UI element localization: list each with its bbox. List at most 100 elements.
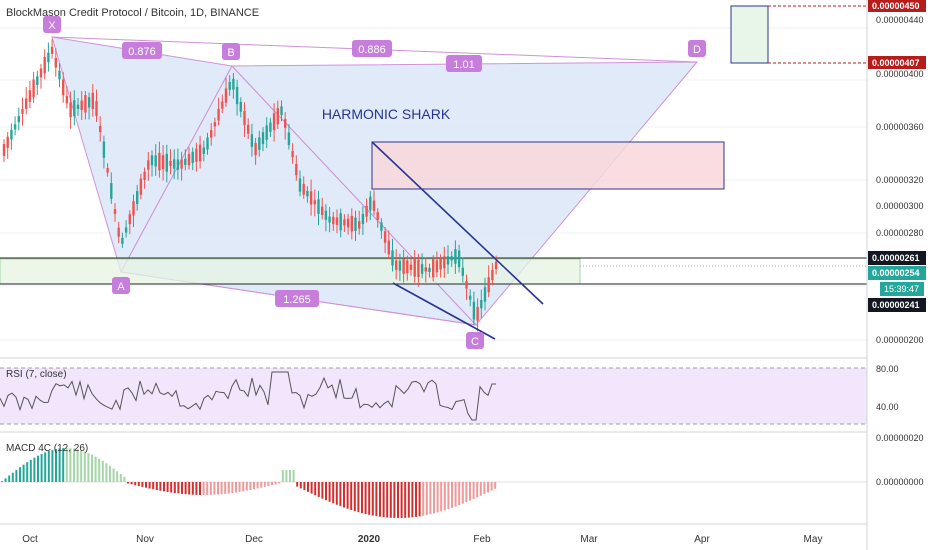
point-label-x: X xyxy=(43,16,61,33)
macd-bar xyxy=(73,448,75,482)
price-tick: 0.00000280 xyxy=(876,228,924,238)
svg-text:0.00000450: 0.00000450 xyxy=(872,1,920,11)
svg-text:15:39:47: 15:39:47 xyxy=(884,284,919,294)
resistance-tag: 0.00000261 xyxy=(868,251,926,265)
macd-bar xyxy=(436,482,439,513)
time-label: May xyxy=(804,534,823,545)
candle-body xyxy=(39,68,43,78)
candle-body xyxy=(239,101,242,112)
macd-bar xyxy=(278,482,281,484)
macd-bar xyxy=(127,482,129,484)
candle-body xyxy=(291,151,294,158)
candle-body xyxy=(117,227,120,237)
macd-bar xyxy=(177,482,180,494)
macd-bar xyxy=(343,482,345,508)
macd-bar xyxy=(332,482,335,504)
reversal-zone-box[interactable] xyxy=(371,141,725,190)
green-band xyxy=(0,258,581,285)
candle-body xyxy=(346,218,350,228)
macd-bar xyxy=(123,476,126,482)
candle-body xyxy=(158,152,161,171)
candle-body xyxy=(54,57,57,68)
descending-channel[interactable] xyxy=(371,141,544,340)
candle-body xyxy=(494,261,498,270)
point-label-a: A xyxy=(112,277,130,294)
candle-body xyxy=(65,96,69,104)
candle-body xyxy=(21,109,24,114)
macd-bar xyxy=(487,482,489,493)
candle-body xyxy=(261,132,265,145)
macd-bar xyxy=(80,450,83,482)
macd-tick: 0.00000020 xyxy=(876,433,924,443)
macd-bar xyxy=(94,456,97,482)
svg-text:A: A xyxy=(117,281,125,293)
candle-body xyxy=(228,82,231,90)
time-axis[interactable]: Oct Nov Dec 2020 Feb Mar Apr May xyxy=(22,534,822,545)
candle-body xyxy=(235,86,239,105)
macd-bar xyxy=(29,459,32,482)
macd-bar xyxy=(314,482,317,496)
macd-bar xyxy=(134,482,137,486)
macd-bar xyxy=(285,470,288,482)
macd-bar xyxy=(263,482,266,487)
candle-body xyxy=(313,200,316,205)
candle-body xyxy=(295,163,298,176)
candle-body xyxy=(391,250,394,266)
candle-body xyxy=(217,108,220,121)
ratio-label-xab: 0.876 xyxy=(122,42,162,59)
candle-body xyxy=(87,97,91,108)
time-label: Mar xyxy=(580,534,598,545)
macd-bar xyxy=(145,482,147,488)
candle-body xyxy=(161,155,165,170)
macd-bar xyxy=(130,482,133,485)
target-box[interactable] xyxy=(730,5,769,64)
macd-bar xyxy=(479,482,482,496)
svg-text:C: C xyxy=(471,336,479,348)
candle-body xyxy=(6,136,9,148)
macd-bar xyxy=(83,451,86,482)
macd-bar xyxy=(33,457,36,482)
candle-body xyxy=(339,213,342,231)
macd-bar xyxy=(155,482,158,491)
svg-text:D: D xyxy=(693,44,701,56)
macd-bar xyxy=(422,482,425,516)
candle-body xyxy=(73,100,76,117)
ratio-label-abc: 1.265 xyxy=(275,290,319,307)
candle-body xyxy=(25,98,28,109)
macd-bar xyxy=(159,482,162,491)
candle-body xyxy=(439,259,442,270)
candle-body xyxy=(309,191,313,205)
channel-upper-line xyxy=(371,141,544,305)
macd-bar xyxy=(490,482,493,491)
macd-bar xyxy=(112,468,115,482)
macd-bar xyxy=(69,448,72,482)
macd-bar xyxy=(22,464,25,482)
macd-bar xyxy=(364,482,367,515)
candle-body xyxy=(247,124,250,134)
ratio-label-bcd: 1.01 xyxy=(446,55,482,72)
macd-bar xyxy=(335,482,338,505)
candle-body xyxy=(358,221,361,229)
time-label: Oct xyxy=(22,534,38,545)
candle-body xyxy=(454,249,457,264)
price-axis[interactable]: 0.00000440 0.00000400 0.00000360 0.00000… xyxy=(866,0,932,550)
candle-body xyxy=(232,78,235,90)
macd-bar xyxy=(76,449,79,482)
price-tick: 0.00000360 xyxy=(876,122,924,132)
rsi-pane: RSI (7, close) xyxy=(0,367,867,425)
candle-body xyxy=(36,76,39,85)
rsi-tick: 80.00 xyxy=(876,364,899,374)
macd-bar xyxy=(206,482,209,495)
time-label: Apr xyxy=(694,534,710,545)
macd-bar xyxy=(494,482,497,489)
macd-bar xyxy=(472,482,475,500)
level-band[interactable] xyxy=(0,257,867,285)
macd-bar xyxy=(163,482,165,492)
candle-body xyxy=(443,256,446,269)
macd-bar xyxy=(213,482,216,495)
macd-bar xyxy=(137,482,140,487)
candle-body xyxy=(287,132,291,146)
macd-bar xyxy=(476,482,479,498)
candle-body xyxy=(354,217,357,231)
